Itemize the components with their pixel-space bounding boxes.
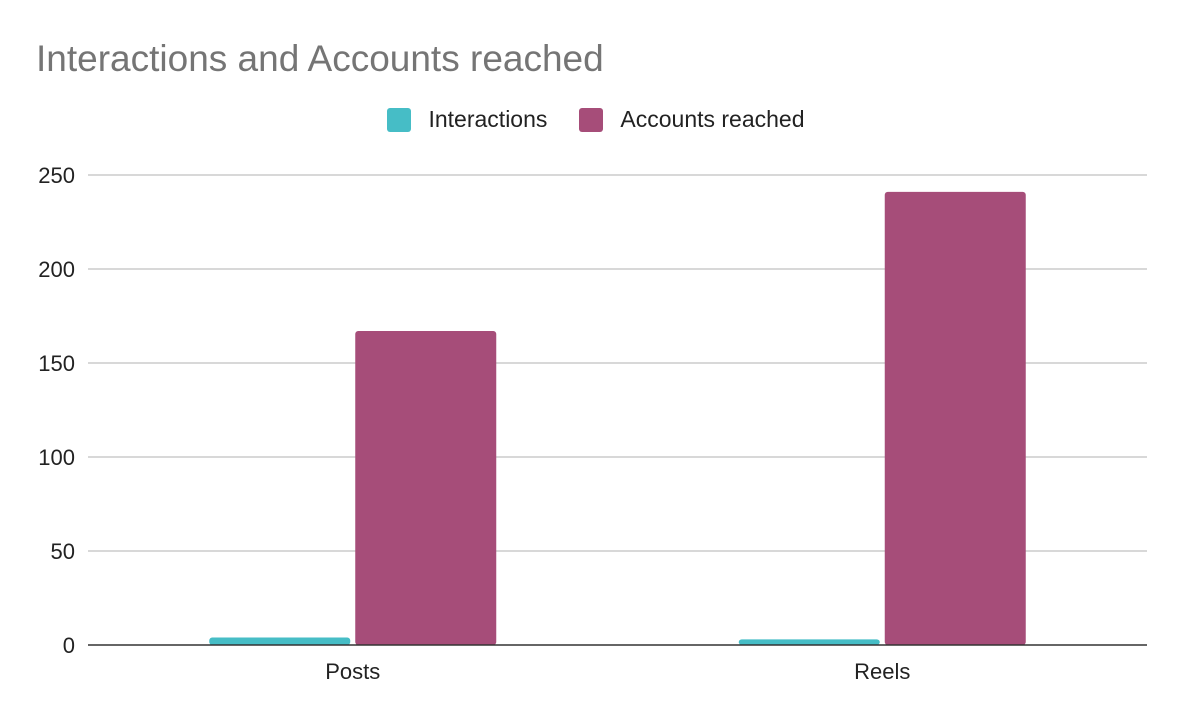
x-tick-label-reels: Reels [854, 659, 910, 684]
y-tick-label: 0 [63, 633, 75, 658]
y-tick-label: 150 [38, 351, 75, 376]
y-tick-label: 100 [38, 445, 75, 470]
y-tick-label: 200 [38, 257, 75, 282]
y-tick-label: 50 [51, 539, 75, 564]
bar-interactions-posts[interactable] [209, 637, 351, 645]
legend-item-interactions[interactable]: Interactions [387, 106, 547, 133]
legend-label-accounts-reached: Accounts reached [620, 106, 805, 132]
x-axis-ticks: Posts Reels [325, 659, 910, 684]
bar-accounts-reached-posts[interactable] [355, 331, 497, 645]
bars [209, 191, 1026, 646]
x-tick-label-posts: Posts [325, 659, 380, 684]
chart-title: Interactions and Accounts reached [36, 38, 604, 79]
y-axis-ticks: 0 50 100 150 200 250 [38, 163, 75, 658]
legend-label-interactions: Interactions [428, 106, 548, 132]
bar-accounts-reached-reels[interactable] [884, 191, 1026, 646]
bar-interactions-reels[interactable] [738, 639, 880, 645]
legend-item-accounts-reached[interactable]: Accounts reached [579, 106, 805, 133]
legend: Interactions Accounts reached [0, 106, 1184, 133]
legend-swatch-interactions [387, 107, 412, 132]
legend-swatch-accounts-reached [579, 107, 604, 132]
y-tick-label: 250 [38, 163, 75, 188]
